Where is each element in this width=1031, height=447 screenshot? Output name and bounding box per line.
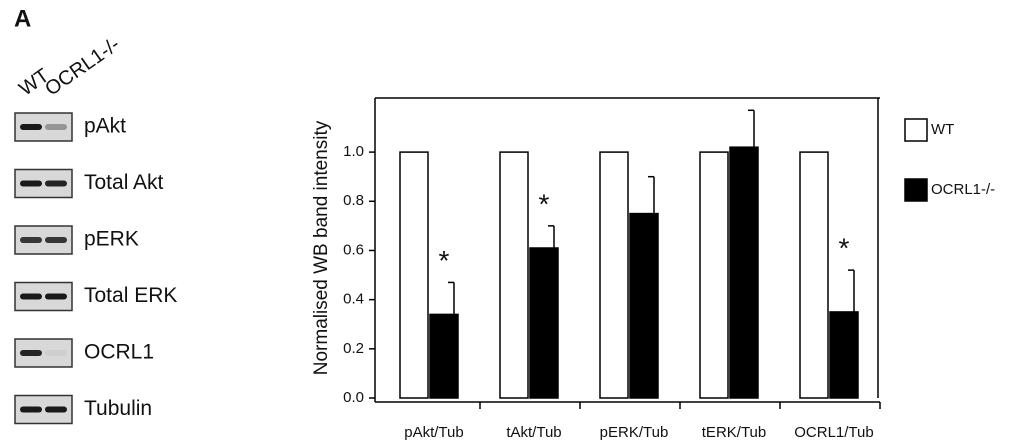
blot-band <box>20 294 42 300</box>
x-tick-label: tERK/Tub <box>702 424 766 441</box>
bar <box>430 314 458 398</box>
significance-marker: * <box>539 188 550 219</box>
legend-swatch <box>905 179 927 201</box>
y-tick-label: 0.8 <box>343 192 364 209</box>
significance-marker: * <box>439 245 450 276</box>
x-tick-label: tAkt/Tub <box>506 424 561 441</box>
y-tick-label: 1.0 <box>343 143 364 160</box>
blot-label: Total ERK <box>84 284 177 307</box>
bar <box>400 152 428 398</box>
legend-swatch <box>905 119 927 141</box>
y-tick-label: 0.2 <box>343 340 364 357</box>
x-tick-label: OCRL1/Tub <box>794 424 873 441</box>
blot-label: pERK <box>84 228 139 251</box>
blot-band <box>45 350 67 356</box>
panel-label: A <box>14 5 31 32</box>
legend-label: OCRL1-/- <box>931 181 995 198</box>
bar <box>500 152 528 398</box>
y-tick-label: 0.0 <box>343 389 364 406</box>
blot-band <box>45 407 67 413</box>
blot-band <box>20 407 42 413</box>
significance-marker: * <box>839 233 850 264</box>
blot-band <box>20 181 42 187</box>
bar <box>700 152 728 398</box>
bar <box>730 147 758 398</box>
blot-label: OCRL1 <box>84 341 154 364</box>
blot-band <box>45 124 67 130</box>
blot-band <box>45 294 67 300</box>
x-tick-label: pAkt/Tub <box>404 424 463 441</box>
lane-label: OCRL1-/- <box>41 33 124 100</box>
bar <box>830 312 858 398</box>
bar <box>600 152 628 398</box>
blot-band <box>20 350 42 356</box>
bar <box>800 152 828 398</box>
blot-band <box>20 237 42 243</box>
blot-band <box>45 237 67 243</box>
blot-band <box>45 181 67 187</box>
figure: A WT OCRL1-/- pAkt Total Akt pERK Total ERK… <box>0 0 1031 447</box>
y-tick-label: 0.6 <box>343 241 364 258</box>
x-tick-label: pERK/Tub <box>600 424 669 441</box>
blot-band <box>20 124 42 130</box>
legend-label: WT <box>931 121 954 138</box>
y-tick-label: 0.4 <box>343 291 364 308</box>
bar <box>630 214 658 398</box>
bar <box>530 248 558 398</box>
blot-label: pAkt <box>84 115 126 138</box>
y-axis-label: Normalised WB band intensity <box>311 120 332 375</box>
blot-label: Total Akt <box>84 171 164 194</box>
blot-label: Tubulin <box>84 397 152 420</box>
